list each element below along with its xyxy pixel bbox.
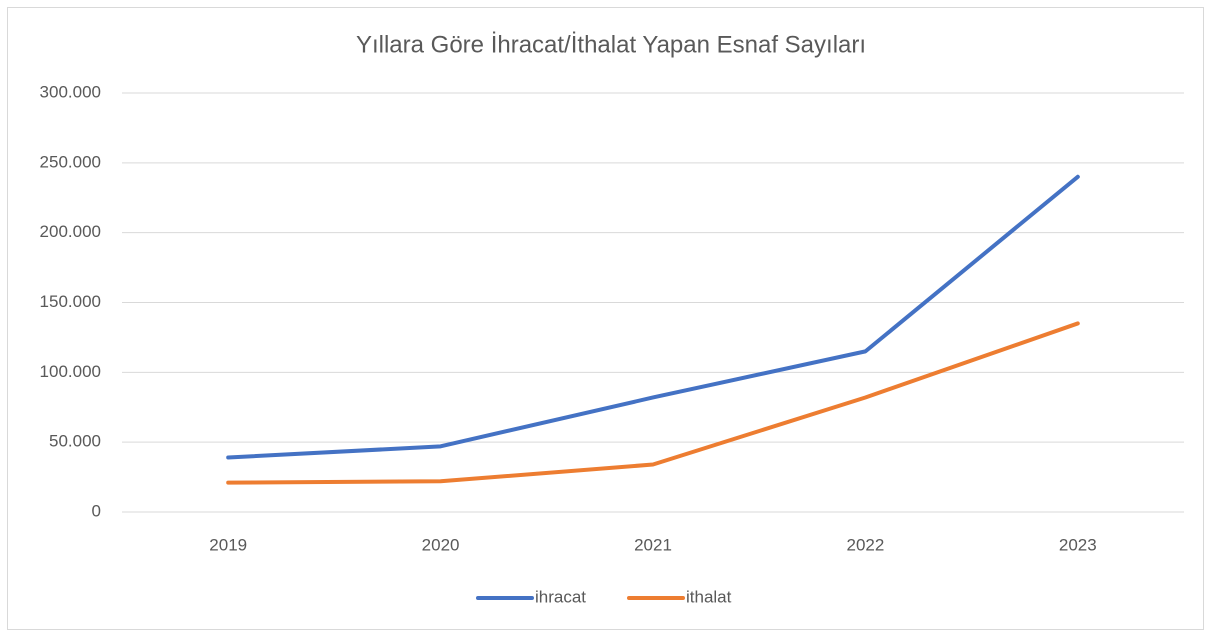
y-tick-label: 300.000	[40, 82, 101, 101]
y-tick-label: 100.000	[40, 362, 101, 381]
y-tick-label: 250.000	[40, 152, 101, 171]
y-tick-label: 0	[92, 501, 101, 520]
chart-border	[7, 7, 1204, 630]
line-series	[226, 321, 1080, 485]
line-series	[226, 174, 1080, 460]
legend-label: ihracat	[535, 587, 586, 606]
x-tick-label: 2021	[634, 535, 672, 554]
x-tick-label: 2020	[422, 535, 460, 554]
x-tick-label: 2022	[846, 535, 884, 554]
y-tick-label: 50.000	[49, 432, 101, 451]
x-tick-label: 2023	[1059, 535, 1097, 554]
y-tick-label: 200.000	[40, 222, 101, 241]
y-tick-label: 150.000	[40, 292, 101, 311]
legend-label: ithalat	[686, 587, 732, 606]
chart-title: Yıllara Göre İhracat/İthalat Yapan Esnaf…	[356, 31, 866, 58]
x-tick-label: 2019	[209, 535, 247, 554]
